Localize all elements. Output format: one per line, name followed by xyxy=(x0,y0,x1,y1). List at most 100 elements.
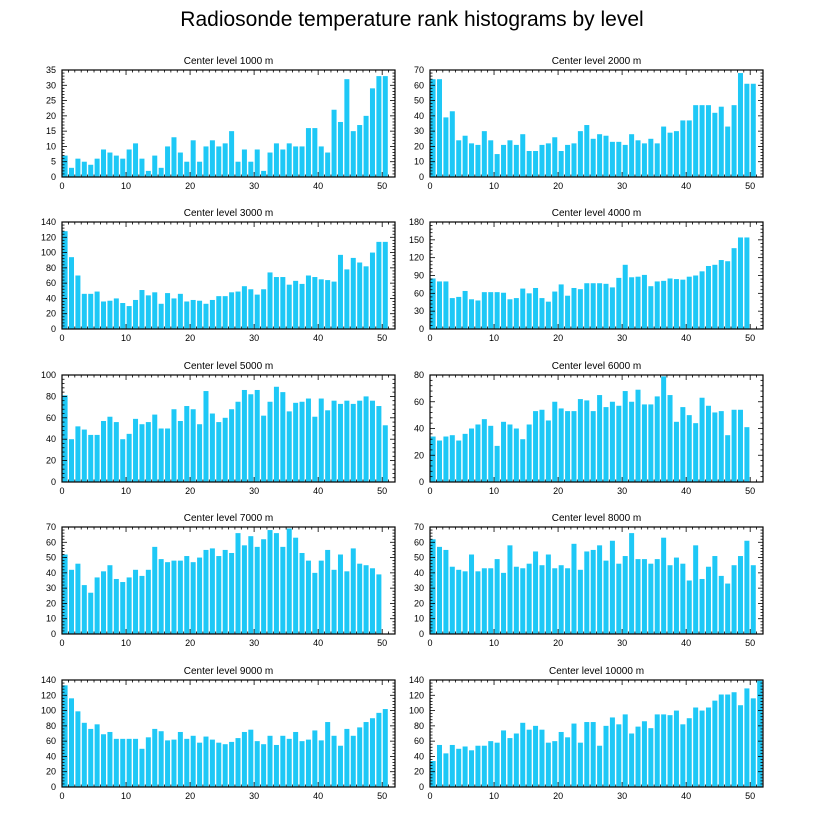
bar xyxy=(171,137,177,177)
bar xyxy=(558,565,564,634)
x-tick-label: 20 xyxy=(553,333,563,343)
bar xyxy=(133,738,139,787)
bar xyxy=(577,742,583,787)
bar xyxy=(488,292,494,329)
bar xyxy=(69,439,74,482)
x-tick-label: 30 xyxy=(617,181,627,191)
bar xyxy=(552,291,558,329)
bar xyxy=(293,731,299,787)
bar xyxy=(565,144,571,177)
bar xyxy=(254,389,260,482)
x-tick-label: 0 xyxy=(59,486,64,496)
bar xyxy=(475,745,481,787)
bar xyxy=(686,276,692,329)
y-tick-label: 100 xyxy=(41,370,56,380)
bar xyxy=(197,161,203,177)
bar xyxy=(248,394,254,482)
bar xyxy=(203,146,209,177)
bar xyxy=(693,105,699,177)
bar xyxy=(165,293,171,329)
bar xyxy=(229,552,235,634)
y-tick-label: 40 xyxy=(414,568,424,578)
y-tick-label: 0 xyxy=(419,172,424,182)
y-tick-label: 90 xyxy=(414,271,424,281)
bar xyxy=(203,736,209,787)
y-tick-label: 0 xyxy=(419,782,424,792)
bar xyxy=(75,426,81,482)
bar xyxy=(616,277,622,329)
bar xyxy=(184,301,190,329)
bar xyxy=(197,742,203,787)
bar xyxy=(680,724,686,787)
bar xyxy=(312,572,318,634)
bar xyxy=(558,731,564,787)
bar xyxy=(481,745,487,787)
bar xyxy=(350,403,356,482)
bar xyxy=(273,533,279,634)
bar xyxy=(725,261,731,329)
bar xyxy=(629,134,635,177)
bar xyxy=(712,264,718,329)
histogram-panel-10: 0 10 20 30 40 50 0 20 40 60 80 100 120 140 Center leve… xyxy=(409,666,764,801)
bar xyxy=(222,744,228,787)
bar xyxy=(376,574,382,634)
bar xyxy=(88,293,94,329)
bar xyxy=(222,549,228,634)
bar xyxy=(539,729,545,787)
y-tick-label: 25 xyxy=(46,96,56,106)
bar xyxy=(235,738,241,787)
bar xyxy=(81,429,87,482)
bar xyxy=(520,288,526,329)
x-tick-label: 30 xyxy=(249,791,259,801)
y-tick-label: 20 xyxy=(46,456,56,466)
x-tick-label: 50 xyxy=(745,181,755,191)
bar xyxy=(641,404,647,482)
x-tick-label: 0 xyxy=(427,181,432,191)
bar xyxy=(177,560,183,634)
bar xyxy=(590,283,596,329)
bar xyxy=(725,126,731,177)
bar xyxy=(449,111,455,177)
bar xyxy=(744,427,750,482)
bar xyxy=(750,698,756,787)
y-tick-label: 0 xyxy=(51,324,56,334)
bar xyxy=(152,292,158,329)
bar xyxy=(120,439,126,482)
bar xyxy=(184,556,190,634)
x-tick-label: 40 xyxy=(313,333,323,343)
bar xyxy=(494,292,500,329)
bar xyxy=(597,134,603,177)
bar xyxy=(133,143,139,177)
bar xyxy=(318,560,324,634)
bar xyxy=(449,298,455,329)
bar xyxy=(475,144,481,177)
x-tick-label: 20 xyxy=(553,791,563,801)
bar xyxy=(654,714,660,787)
bar xyxy=(622,714,628,787)
histogram-panel-4: 0 10 20 30 40 50 0 30 60 90 120 150 180 Center level … xyxy=(409,208,764,343)
x-tick-label: 0 xyxy=(59,638,64,648)
bar xyxy=(616,563,622,634)
bar xyxy=(686,120,692,177)
bar xyxy=(673,131,679,177)
bar xyxy=(325,722,331,787)
bar xyxy=(120,738,126,787)
y-tick-label: 40 xyxy=(46,293,56,303)
bar xyxy=(248,536,254,634)
bar xyxy=(443,436,449,482)
bar xyxy=(565,568,571,634)
histogram-panel-9: 0 10 20 30 40 50 0 20 40 60 80 100 120 140 Center leve… xyxy=(41,666,396,801)
histogram-panel-3: 0 10 20 30 40 50 0 20 40 60 80 100 120 140 Center leve… xyxy=(41,208,396,343)
bar xyxy=(673,710,679,787)
bar xyxy=(686,415,692,483)
bar xyxy=(222,417,228,482)
y-tick-label: 100 xyxy=(41,248,56,258)
bar xyxy=(641,559,647,634)
bar xyxy=(171,739,177,787)
bar xyxy=(107,300,113,329)
y-tick-label: 0 xyxy=(51,782,56,792)
x-tick-label: 10 xyxy=(489,486,499,496)
y-tick-label: 120 xyxy=(409,690,424,700)
bar xyxy=(331,569,337,634)
y-tick-label: 50 xyxy=(414,553,424,563)
